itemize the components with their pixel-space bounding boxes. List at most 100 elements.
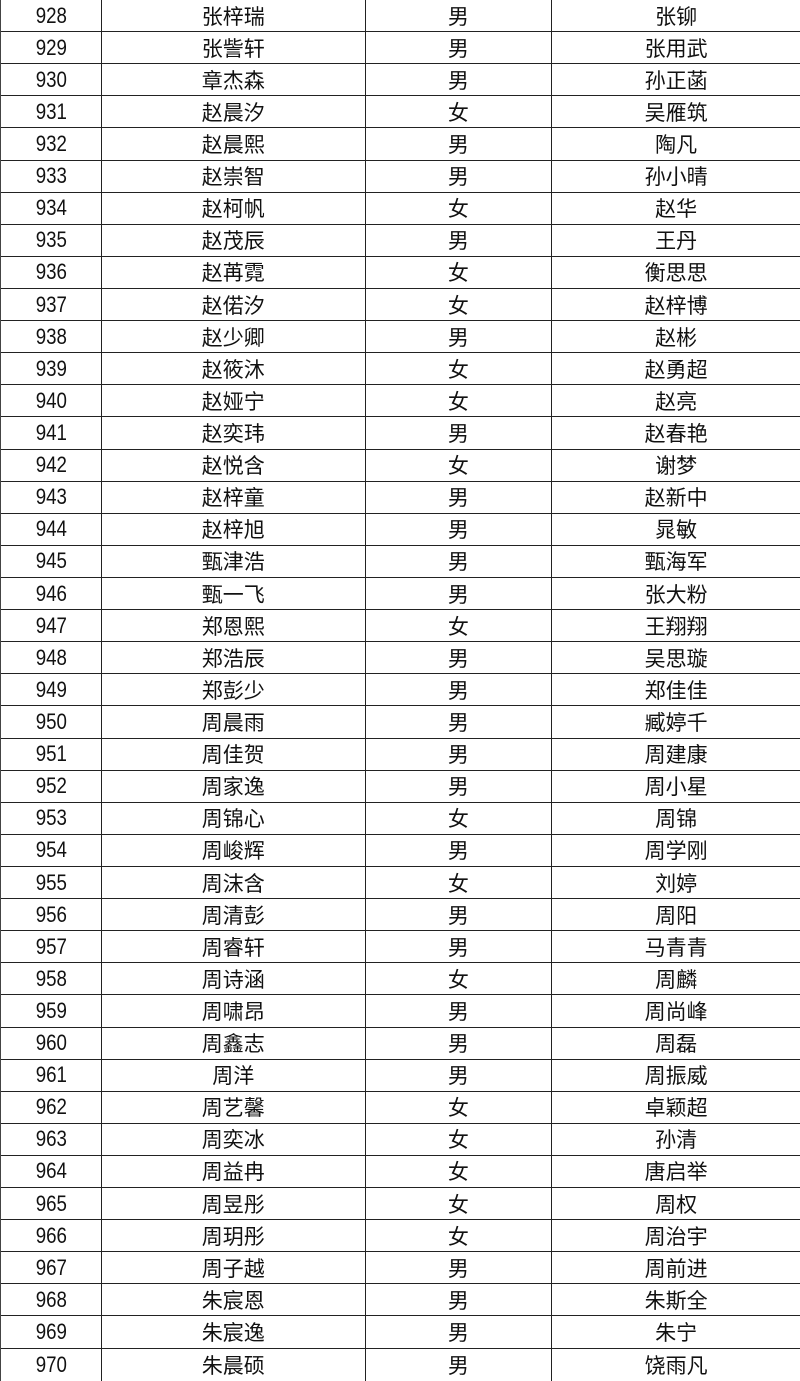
gender-cell[interactable]: 男 [366,1348,553,1381]
gender-cell[interactable]: 女 [366,610,553,642]
row-number-cell[interactable]: 932 [1,128,102,160]
gender-cell[interactable]: 男 [366,770,553,802]
student-name-cell[interactable]: 周昱彤 [102,1188,366,1220]
student-name-cell[interactable]: 周奕冰 [102,1123,366,1155]
student-name-cell[interactable]: 郑彭少 [102,674,366,706]
row-number-cell[interactable]: 930 [1,64,102,96]
row-number-cell[interactable]: 941 [1,417,102,449]
row-number-cell[interactable]: 928 [1,0,102,32]
row-number-cell[interactable]: 956 [1,899,102,931]
gender-cell[interactable]: 女 [366,385,553,417]
student-name-cell[interactable]: 赵悦含 [102,449,366,481]
gender-cell[interactable]: 男 [366,1316,553,1348]
parent-name-cell[interactable]: 孙清 [552,1124,800,1155]
gender-cell[interactable]: 男 [366,1284,553,1316]
student-name-cell[interactable]: 周诗涵 [102,963,366,995]
student-name-cell[interactable]: 朱宸恩 [102,1284,366,1316]
parent-name-cell[interactable]: 朱宁 [552,1316,800,1347]
gender-cell[interactable]: 女 [366,802,553,834]
parent-name-cell[interactable]: 刘婷 [552,867,800,898]
gender-cell[interactable]: 女 [366,963,553,995]
parent-name-cell[interactable]: 孙正菡 [552,64,800,95]
parent-name-cell[interactable]: 周锦 [552,803,800,834]
row-number-cell[interactable]: 960 [1,1027,102,1059]
row-number-cell[interactable]: 939 [1,353,102,385]
parent-name-cell[interactable]: 赵华 [552,193,800,224]
gender-cell[interactable]: 女 [366,1220,553,1252]
student-name-cell[interactable]: 赵晨熙 [102,128,366,160]
parent-name-cell[interactable]: 赵彬 [552,321,800,352]
student-name-cell[interactable]: 周艺馨 [102,1091,366,1123]
row-number-cell[interactable]: 940 [1,385,102,417]
row-number-cell[interactable]: 966 [1,1220,102,1252]
parent-name-cell[interactable]: 谢梦 [552,450,800,481]
row-number-cell[interactable]: 967 [1,1252,102,1284]
row-number-cell[interactable]: 929 [1,32,102,64]
gender-cell[interactable]: 男 [366,577,553,610]
parent-name-cell[interactable]: 臧婷千 [552,706,800,737]
gender-cell[interactable]: 女 [366,1155,553,1188]
row-number-cell[interactable]: 963 [1,1123,102,1155]
parent-name-cell[interactable]: 周麟 [552,963,800,994]
parent-name-cell[interactable]: 甄海军 [552,546,800,577]
student-name-cell[interactable]: 赵筱沐 [102,353,366,385]
student-name-cell[interactable]: 章杰森 [102,64,366,96]
parent-name-cell[interactable]: 赵新中 [552,482,800,513]
student-name-cell[interactable]: 周睿轩 [102,931,366,963]
parent-name-cell[interactable]: 周阳 [552,899,800,930]
row-number-cell[interactable]: 959 [1,995,102,1027]
gender-cell[interactable]: 男 [366,128,553,160]
parent-name-cell[interactable]: 赵春艳 [552,417,800,448]
gender-cell[interactable]: 男 [366,674,553,706]
row-number-cell[interactable]: 961 [1,1059,102,1091]
parent-name-cell[interactable]: 卓颖超 [552,1092,800,1123]
student-name-cell[interactable]: 赵娅宁 [102,385,366,417]
parent-name-cell[interactable]: 周权 [552,1188,800,1219]
row-number-cell[interactable]: 946 [1,577,102,610]
row-number-cell[interactable]: 957 [1,931,102,963]
parent-name-cell[interactable]: 周学刚 [552,835,800,866]
row-number-cell[interactable]: 950 [1,706,102,738]
student-name-cell[interactable]: 周玥彤 [102,1220,366,1252]
gender-cell[interactable]: 女 [366,288,553,321]
row-number-cell[interactable]: 970 [1,1348,102,1381]
gender-cell[interactable]: 男 [366,899,553,931]
student-name-cell[interactable]: 周佳贺 [102,738,366,770]
parent-name-cell[interactable]: 饶雨凡 [552,1349,800,1381]
parent-name-cell[interactable]: 周前进 [552,1252,800,1283]
student-name-cell[interactable]: 张梓瑞 [102,0,366,32]
row-number-cell[interactable]: 931 [1,96,102,128]
gender-cell[interactable]: 男 [366,160,553,192]
gender-cell[interactable]: 男 [366,0,553,32]
student-name-cell[interactable]: 甄津浩 [102,545,366,577]
gender-cell[interactable]: 男 [366,417,553,449]
row-number-cell[interactable]: 937 [1,288,102,321]
student-name-cell[interactable]: 周啸昂 [102,995,366,1027]
student-name-cell[interactable]: 周子越 [102,1252,366,1284]
gender-cell[interactable]: 男 [366,321,553,353]
row-number-cell[interactable]: 962 [1,1091,102,1123]
parent-name-cell[interactable]: 周治宇 [552,1220,800,1251]
parent-name-cell[interactable]: 王丹 [552,225,800,256]
parent-name-cell[interactable]: 孙小晴 [552,161,800,192]
row-number-cell[interactable]: 948 [1,642,102,674]
parent-name-cell[interactable]: 周磊 [552,1028,800,1059]
student-name-cell[interactable]: 周沫含 [102,866,366,899]
parent-name-cell[interactable]: 吴思璇 [552,642,800,673]
parent-name-cell[interactable]: 唐启举 [552,1156,800,1187]
student-name-cell[interactable]: 周家逸 [102,770,366,802]
parent-name-cell[interactable]: 郑佳佳 [552,674,800,705]
student-name-cell[interactable]: 赵偌汐 [102,288,366,321]
parent-name-cell[interactable]: 赵亮 [552,385,800,416]
student-name-cell[interactable]: 赵苒霓 [102,256,366,288]
row-number-cell[interactable]: 936 [1,256,102,288]
gender-cell[interactable]: 男 [366,224,553,256]
row-number-cell[interactable]: 969 [1,1316,102,1348]
gender-cell[interactable]: 女 [366,1188,553,1220]
parent-name-cell[interactable]: 张用武 [552,32,800,63]
row-number-cell[interactable]: 949 [1,674,102,706]
row-number-cell[interactable]: 935 [1,224,102,256]
parent-name-cell[interactable]: 王翔翔 [552,610,800,641]
row-number-cell[interactable]: 965 [1,1188,102,1220]
gender-cell[interactable]: 女 [366,192,553,224]
